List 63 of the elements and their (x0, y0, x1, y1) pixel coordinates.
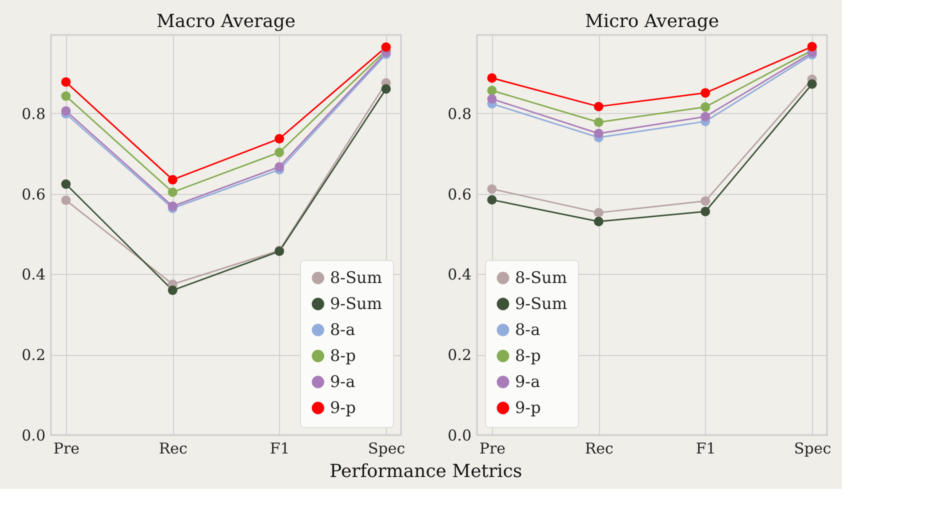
point (594, 128, 604, 138)
y-tick-label: 0.6 (22, 185, 46, 204)
legend-label: 9-a (515, 372, 541, 391)
y-tick-label: 0.2 (22, 346, 46, 364)
point (61, 106, 71, 116)
legend-label: 9-Sum (515, 294, 568, 313)
point (487, 184, 497, 194)
legend-label: 9-Sum (330, 294, 382, 313)
point (700, 206, 710, 216)
y-tick-label: 0.8 (448, 104, 472, 123)
x-tick-label: Spec (368, 440, 406, 458)
x-tick-label: Pre (479, 440, 506, 458)
legend-label: 8-a (330, 320, 356, 339)
point (487, 86, 497, 96)
legend-label: 9-p (330, 398, 356, 417)
point (487, 94, 497, 104)
legend-label: 8-Sum (330, 268, 382, 287)
point (594, 102, 604, 112)
chart-title: Micro Average (584, 11, 720, 32)
legend-label: 8-Sum (515, 268, 568, 287)
y-tick-label: 0.0 (22, 426, 46, 444)
point (61, 91, 71, 101)
legend-label: 9-a (330, 372, 356, 391)
point (61, 179, 71, 189)
point (807, 79, 817, 89)
point (487, 195, 497, 205)
point (594, 118, 604, 127)
x-tick-label: F1 (696, 440, 716, 458)
point (274, 148, 284, 158)
legend-label: 8-a (515, 320, 541, 339)
y-tick-label: 0.0 (448, 426, 472, 444)
x-axis-title: Performance Metrics (330, 460, 522, 482)
point (61, 77, 71, 87)
point (700, 196, 710, 206)
point (594, 208, 604, 218)
y-tick-label: 0.6 (448, 185, 472, 204)
point (700, 112, 710, 122)
point (61, 195, 71, 205)
point (274, 134, 284, 144)
legend-label: 9-p (515, 398, 541, 417)
legend-label: 8-p (330, 346, 356, 365)
x-tick-label: Pre (53, 440, 80, 458)
point (274, 162, 284, 172)
point (594, 216, 604, 226)
y-tick-label: 0.4 (448, 266, 472, 284)
point (168, 187, 178, 197)
point (487, 73, 497, 83)
legend-label: 8-p (515, 346, 541, 365)
point (700, 88, 710, 98)
y-tick-label: 0.8 (22, 104, 46, 123)
point (700, 102, 710, 112)
x-tick-label: Rec (584, 440, 614, 458)
point (168, 286, 178, 296)
point (381, 42, 391, 52)
point (807, 42, 817, 52)
point (381, 84, 391, 94)
y-tick-label: 0.4 (22, 266, 46, 284)
chart-title: Macro Average (156, 11, 296, 32)
x-tick-label: Rec (158, 440, 188, 458)
x-tick-label: F1 (270, 440, 290, 458)
point (168, 174, 178, 184)
x-tick-label: Spec (794, 440, 832, 458)
y-tick-label: 0.2 (448, 346, 472, 364)
